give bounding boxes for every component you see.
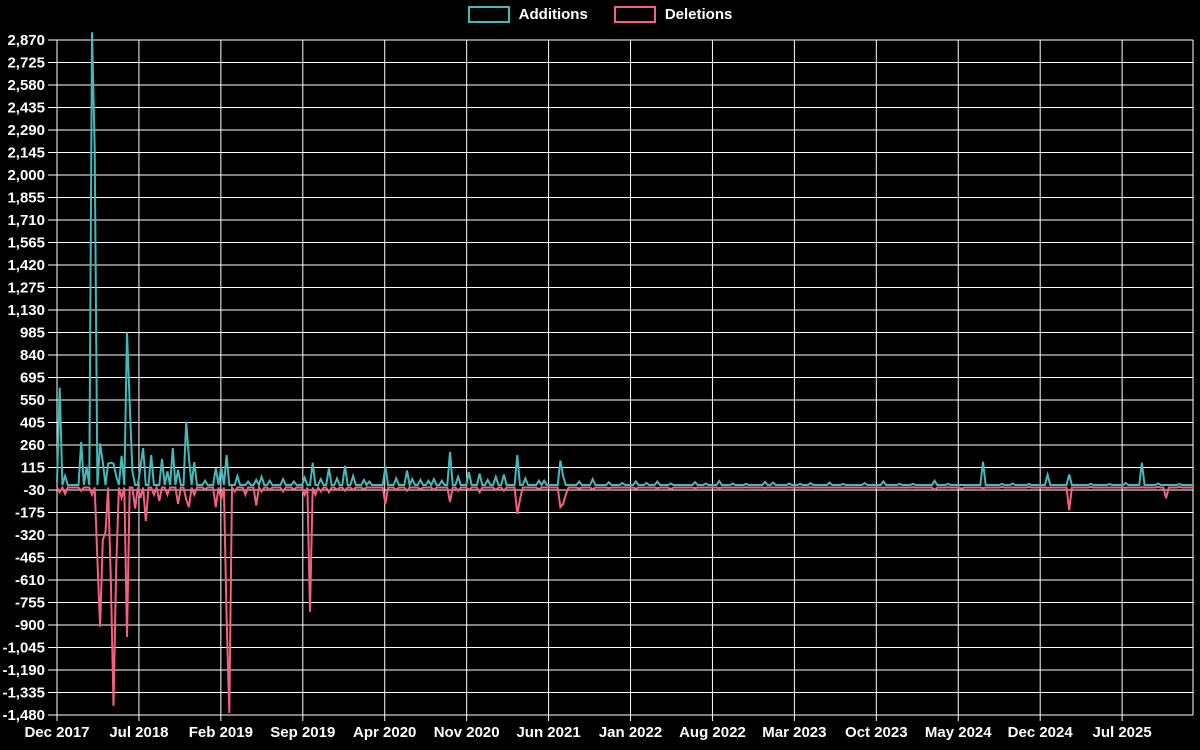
- svg-text:260: 260: [20, 437, 45, 454]
- svg-text:-30: -30: [23, 482, 45, 499]
- svg-text:840: 840: [20, 347, 45, 364]
- svg-text:-1,480: -1,480: [2, 707, 45, 724]
- svg-text:405: 405: [20, 415, 45, 432]
- svg-text:695: 695: [20, 370, 45, 387]
- legend-label-additions: Additions: [518, 6, 588, 23]
- svg-text:-610: -610: [15, 572, 45, 589]
- svg-text:2,580: 2,580: [7, 77, 45, 94]
- svg-text:1,275: 1,275: [7, 280, 45, 297]
- svg-text:1,420: 1,420: [7, 257, 45, 274]
- svg-text:2,725: 2,725: [7, 55, 45, 72]
- svg-text:May 2024: May 2024: [925, 724, 992, 741]
- svg-text:1,130: 1,130: [7, 302, 45, 319]
- svg-text:550: 550: [20, 392, 45, 409]
- svg-text:Dec 2024: Dec 2024: [1008, 724, 1074, 741]
- svg-text:Jul 2018: Jul 2018: [109, 724, 168, 741]
- svg-text:-1,045: -1,045: [2, 640, 45, 657]
- svg-text:2,870: 2,870: [7, 32, 45, 49]
- svg-text:Jun 2021: Jun 2021: [516, 724, 580, 741]
- y-axis-labels: 2,870 2,725 2,580 2,435 2,290 2,145 2,000 1,855…: [2, 32, 45, 724]
- svg-text:1,710: 1,710: [7, 212, 45, 229]
- svg-text:-900: -900: [15, 617, 45, 634]
- svg-text:1,565: 1,565: [7, 235, 45, 252]
- gridlines: [48, 39, 1194, 721]
- svg-text:Aug 2022: Aug 2022: [679, 724, 746, 741]
- svg-text:Nov 2020: Nov 2020: [434, 724, 500, 741]
- svg-text:2,000: 2,000: [7, 167, 45, 184]
- svg-text:Mar 2023: Mar 2023: [762, 724, 826, 741]
- svg-text:-1,190: -1,190: [2, 662, 45, 679]
- svg-text:Dec 2017: Dec 2017: [24, 724, 89, 741]
- svg-text:-320: -320: [15, 527, 45, 544]
- svg-text:Apr 2020: Apr 2020: [353, 724, 416, 741]
- svg-text:2,145: 2,145: [7, 145, 45, 162]
- svg-text:Sep 2019: Sep 2019: [270, 724, 335, 741]
- additions-swatch-icon: [467, 6, 510, 23]
- svg-text:985: 985: [20, 325, 45, 342]
- svg-text:-755: -755: [15, 595, 45, 612]
- svg-text:2,290: 2,290: [7, 122, 45, 139]
- svg-text:Jul 2025: Jul 2025: [1093, 724, 1152, 741]
- x-axis-labels: Dec 2017 Jul 2018 Feb 2019 Sep 2019 Apr 2020…: [24, 724, 1151, 741]
- svg-text:-1,335: -1,335: [2, 685, 45, 702]
- legend-label-deletions: Deletions: [664, 6, 733, 23]
- svg-text:Jan 2022: Jan 2022: [599, 724, 662, 741]
- data-series-lines: [56, 32, 1193, 714]
- svg-text:115: 115: [21, 460, 45, 477]
- svg-text:Feb 2019: Feb 2019: [189, 724, 253, 741]
- chart-legend: Additions Deletions: [0, 6, 1200, 23]
- svg-text:-465: -465: [15, 550, 45, 567]
- legend-item-deletions[interactable]: Deletions: [613, 6, 733, 23]
- svg-text:1,855: 1,855: [7, 190, 45, 207]
- svg-text:2,435: 2,435: [7, 100, 45, 117]
- svg-text:-175: -175: [15, 505, 45, 522]
- legend-item-additions[interactable]: Additions: [467, 6, 588, 23]
- deletions-swatch-icon: [613, 6, 656, 23]
- svg-text:Oct 2023: Oct 2023: [845, 724, 908, 741]
